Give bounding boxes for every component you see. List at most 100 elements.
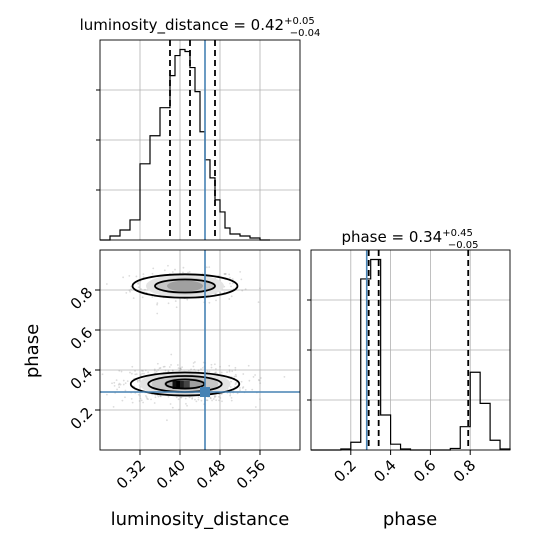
density-2d-contour-1-2 <box>129 371 241 397</box>
density-2d-point-1-558 <box>228 370 231 373</box>
density-2d-panel: 0.32 0.40 0.48 0.56 0.2 0.4 0.6 0.8 <box>67 249 301 493</box>
density-2d-point-1-26 <box>163 365 166 368</box>
density-2d-point-1-278 <box>167 369 170 372</box>
density-2d-point-0-186 <box>230 295 233 298</box>
density-2d-point-1-333 <box>130 372 133 375</box>
density-2d-point-1-628 <box>184 397 187 400</box>
density-2d-point-0-18 <box>175 306 178 309</box>
density-2d-point-1-261 <box>259 398 261 401</box>
density-2d-point-1-316 <box>200 368 202 371</box>
density-2d-point-0-96 <box>137 283 139 285</box>
density-2d-yticks: 0.2 0.4 0.6 0.8 <box>67 284 100 433</box>
density-2d-point-1-407 <box>124 382 127 385</box>
histogram-luminosity-distance-grid <box>100 40 300 240</box>
density-2d-point-1-527 <box>209 396 212 399</box>
density-2d-point-1-399 <box>146 397 148 400</box>
density-2d-point-0-260 <box>231 278 234 280</box>
density-2d-peak-cell-1 <box>176 381 183 389</box>
density-2d-point-1-49 <box>140 399 143 402</box>
density-2d-point-1-537 <box>122 383 125 386</box>
histogram-luminosity-distance-panel: luminosity_distance = 0.42+0.05 −0.04 <box>80 16 321 241</box>
density-2d-point-0-222 <box>229 276 231 279</box>
density-2d-point-1-58 <box>171 370 174 372</box>
density-2d-point-1-444 <box>124 396 126 399</box>
density-2d-point-1-36 <box>194 398 196 401</box>
density-2d-point-1-199 <box>135 373 138 376</box>
density-2d-point-1-417 <box>202 366 204 369</box>
density-2d-point-1-249 <box>143 372 145 375</box>
density-2d-point-1-23 <box>155 370 158 373</box>
density-2d-point-1-602 <box>118 369 121 372</box>
density-2d-peak-cell-0 <box>172 381 179 389</box>
density-2d-point-1-596 <box>153 368 156 371</box>
density-2d-point-1-130 <box>154 396 157 399</box>
density-2d-point-1-437 <box>142 370 144 372</box>
density-2d-point-1-619 <box>214 368 217 370</box>
histogram-phase-xtick-label-3: 0.8 <box>450 456 480 486</box>
density-2d-point-1-450 <box>138 400 141 402</box>
histogram-phase-frame <box>310 249 511 451</box>
histogram-luminosity-distance-quantiles <box>169 40 216 240</box>
density-2d-point-1-9 <box>129 371 131 374</box>
density-2d-point-1-210 <box>215 399 218 402</box>
density-2d-point-1-97 <box>170 353 173 356</box>
density-2d-point-1-420 <box>234 373 237 376</box>
density-2d-point-0-262 <box>156 312 159 315</box>
density-2d-point-1-491 <box>234 366 237 369</box>
density-2d-point-1-462 <box>229 386 232 388</box>
density-2d-point-0-167 <box>223 272 226 275</box>
density-2d-point-1-89 <box>117 383 120 386</box>
density-2d-point-1-25 <box>205 399 208 401</box>
histogram-luminosity-distance-title: luminosity_distance = 0.42+0.05 −0.04 <box>80 16 321 39</box>
histogram-phase-quantiles <box>367 250 470 450</box>
density-2d-point-1-45 <box>240 380 243 383</box>
density-2d-point-1-456 <box>214 395 217 398</box>
density-2d-point-0-102 <box>219 292 222 294</box>
histogram-phase-xtick-label-0: 0.2 <box>330 456 360 486</box>
density-2d-point-1-378 <box>139 397 142 400</box>
density-2d-point-0-263 <box>142 273 145 276</box>
density-2d-point-1-568 <box>228 364 231 367</box>
density-2d-point-1-301 <box>247 364 250 367</box>
density-2d-point-1-161 <box>214 371 217 374</box>
density-2d-xtick-label-2: 0.48 <box>193 456 229 492</box>
density-2d-point-1-385 <box>144 394 147 397</box>
density-2d-point-1-550 <box>209 397 212 400</box>
density-2d-xtick-label-3: 0.56 <box>233 456 269 492</box>
density-2d-point-1-605 <box>162 365 165 368</box>
density-2d-point-1-227 <box>131 401 134 404</box>
density-2d-point-1-129 <box>168 366 171 368</box>
density-2d-point-1-518 <box>126 380 129 383</box>
density-2d-point-1-114 <box>234 369 237 371</box>
density-2d-point-1-248 <box>186 404 188 407</box>
density-2d-point-1-18 <box>235 381 238 384</box>
density-2d-point-0-257 <box>130 288 133 291</box>
density-2d-point-0-28 <box>151 296 154 298</box>
density-2d-point-1-19 <box>153 402 156 404</box>
density-2d-point-1-623 <box>138 379 141 382</box>
density-2d-contour-0-1 <box>131 273 239 299</box>
density-2d-point-1-16 <box>234 383 237 385</box>
density-2d-point-0-185 <box>244 288 247 291</box>
density-2d-point-0-31 <box>140 288 142 290</box>
density-2d-point-1-366 <box>134 373 137 376</box>
density-2d-point-0-261 <box>208 266 211 269</box>
density-2d-point-0-196 <box>257 301 260 304</box>
histogram-phase-title: phase = 0.34+0.45 −0.05 <box>341 228 478 251</box>
density-2d-point-0-132 <box>186 298 189 301</box>
density-2d-point-1-181 <box>259 377 262 379</box>
density-2d-point-0-189 <box>156 303 158 306</box>
density-2d-point-1-149 <box>136 379 139 382</box>
density-2d-point-1-525 <box>145 396 148 399</box>
density-2d-point-0-219 <box>129 290 131 293</box>
density-2d-point-1-220 <box>202 361 205 364</box>
density-2d-point-1-288 <box>177 398 180 401</box>
density-2d-point-0-39 <box>223 291 226 294</box>
density-2d-point-0-94 <box>163 269 166 272</box>
density-2d-point-1-526 <box>254 374 256 376</box>
density-2d-point-1-512 <box>218 399 220 402</box>
density-2d-point-1-117 <box>153 369 156 372</box>
density-2d-point-0-55 <box>224 272 227 275</box>
density-2d-point-1-321 <box>118 382 121 385</box>
